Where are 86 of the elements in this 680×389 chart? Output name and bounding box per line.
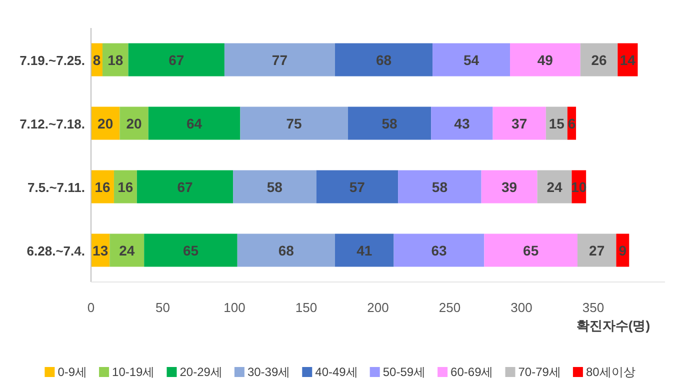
- y-tick-label: 7.12.~7.18.: [20, 116, 85, 132]
- bar: [144, 234, 238, 267]
- data-label: 41: [356, 242, 372, 258]
- data-label: 20: [98, 115, 114, 132]
- data-label: 43: [454, 115, 470, 132]
- data-label: 58: [432, 178, 448, 195]
- data-label: 54: [463, 52, 480, 68]
- data-label: 24: [546, 178, 562, 195]
- data-label: 58: [382, 115, 398, 132]
- data-label: 27: [589, 242, 605, 258]
- data-label: 67: [177, 178, 193, 195]
- bar: [577, 234, 616, 267]
- bar: [110, 234, 144, 267]
- y-tick-label: 7.5.~7.11.: [28, 180, 85, 195]
- legend-label: 20-29세: [180, 365, 222, 379]
- data-label: 68: [376, 52, 392, 68]
- bar: [102, 43, 128, 76]
- bar: [616, 234, 630, 267]
- data-label: 57: [349, 178, 366, 195]
- x-tick-label: 0: [87, 300, 95, 315]
- data-label: 16: [94, 178, 110, 195]
- data-label: 26: [591, 52, 607, 68]
- bar: [334, 234, 394, 267]
- x-axis-title: 확진자수(명): [576, 318, 650, 333]
- bar: [114, 170, 137, 204]
- x-tick-label: 300: [510, 300, 532, 315]
- data-label: 67: [168, 52, 184, 68]
- legend-label: 30-39세: [247, 365, 290, 379]
- bar: [432, 43, 510, 76]
- data-label: 15: [548, 115, 565, 132]
- data-label: 58: [266, 178, 283, 195]
- legend-label: 0-9세: [58, 365, 88, 379]
- bar: [484, 234, 578, 267]
- bar: [136, 170, 234, 204]
- bar: [492, 106, 546, 140]
- data-label: 64: [186, 115, 202, 132]
- bar: [537, 170, 572, 204]
- x-tick-label: 50: [156, 300, 170, 315]
- data-label: 6: [568, 115, 576, 132]
- bar: [237, 234, 335, 267]
- bar: [120, 106, 148, 140]
- bar: [316, 170, 398, 204]
- data-label: 18: [108, 52, 124, 68]
- bar: [431, 106, 493, 140]
- x-tick-label: 250: [438, 300, 461, 315]
- data-label: 49: [537, 52, 554, 68]
- data-label: 8: [92, 52, 101, 68]
- bar: [510, 43, 580, 76]
- data-label: 13: [92, 242, 108, 258]
- x-tick-label: 150: [295, 300, 318, 315]
- data-label: 65: [523, 242, 539, 258]
- data-label: 24: [119, 242, 135, 258]
- bar: [240, 106, 348, 140]
- data-label: 20: [126, 115, 142, 132]
- data-label: 65: [182, 242, 199, 258]
- bar: [224, 43, 335, 76]
- y-tick-label: 7.19.~7.25.: [20, 52, 85, 68]
- legend-label: 50-59세: [382, 365, 426, 379]
- data-label: 37: [512, 115, 528, 132]
- data-label: 9: [618, 242, 627, 258]
- bar: [233, 170, 316, 204]
- data-label: 16: [118, 178, 134, 195]
- x-tick-label: 100: [224, 300, 246, 315]
- bar: [398, 170, 482, 204]
- data-label: 77: [272, 52, 288, 68]
- data-label: 63: [431, 242, 447, 258]
- bar: [348, 106, 432, 140]
- y-tick-label: 6.28.~7.4.: [26, 243, 85, 258]
- x-tick-label: 200: [367, 300, 389, 315]
- bar: [128, 43, 224, 76]
- data-label: 75: [286, 115, 302, 132]
- data-label: 68: [278, 242, 294, 258]
- legend-label: 60-69세: [450, 365, 494, 379]
- bar: [334, 43, 433, 76]
- data-label: 39: [502, 178, 518, 195]
- legend-label: 70-79세: [518, 365, 561, 379]
- bar: [481, 170, 538, 204]
- bar: [148, 106, 240, 140]
- bar: [580, 43, 618, 76]
- legend-label: 40-49세: [315, 365, 358, 379]
- legend-label: 10-19세: [112, 365, 155, 379]
- data-label: 14: [620, 52, 636, 68]
- data-label: 10: [571, 178, 587, 195]
- bar: [394, 234, 484, 267]
- legend-label: 80세이상: [586, 365, 636, 379]
- x-tick-label: 350: [582, 300, 604, 315]
